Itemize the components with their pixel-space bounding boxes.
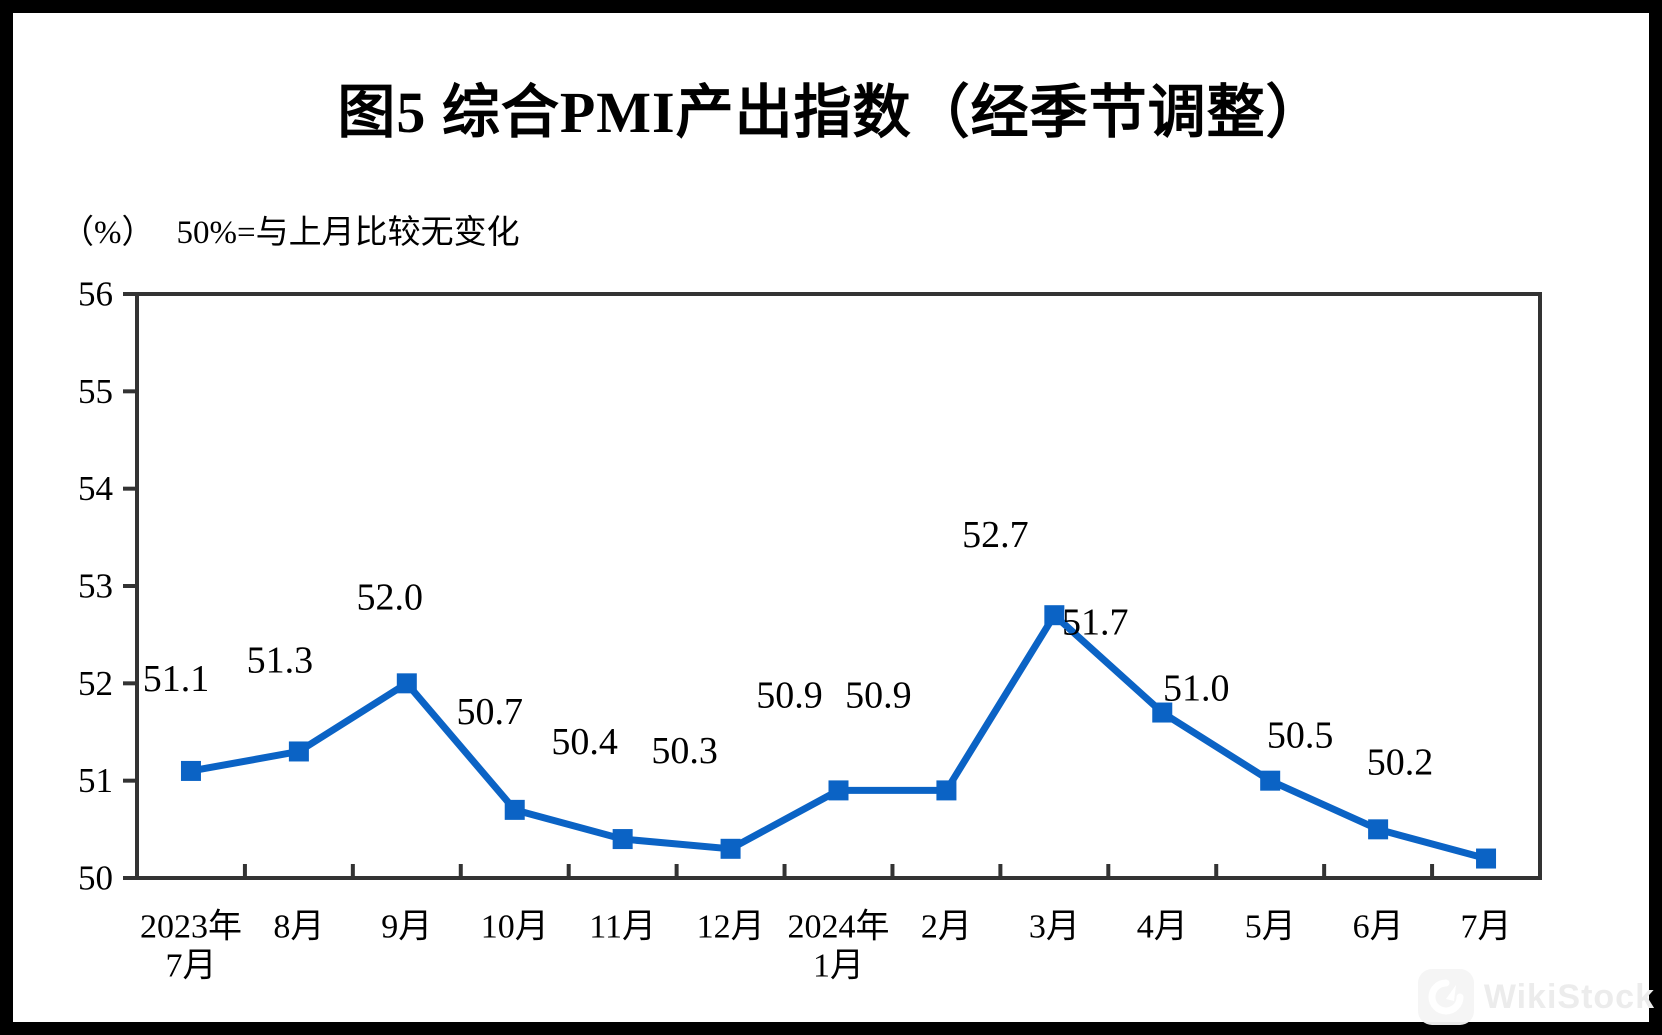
- x-axis-label: 3月: [1029, 909, 1080, 946]
- y-axis-label: 55: [78, 372, 113, 411]
- data-label: 51.1: [143, 658, 210, 700]
- data-point: [1476, 848, 1497, 869]
- wikistock-logo-icon: [1417, 969, 1474, 1025]
- data-label: 52.7: [962, 514, 1029, 556]
- data-label: 50.2: [1367, 742, 1434, 784]
- x-axis-label: 12月: [697, 909, 765, 946]
- data-point: [828, 780, 849, 801]
- x-axis-label: 2023年: [140, 908, 242, 946]
- data-point: [720, 838, 741, 859]
- axis-unit-note: （%） 50%=与上月比较无变化: [61, 205, 520, 253]
- data-point: [612, 829, 633, 850]
- y-axis-label: 54: [78, 469, 113, 508]
- y-axis-label: 53: [78, 567, 113, 606]
- data-point: [396, 673, 417, 694]
- data-point: [1152, 702, 1173, 723]
- x-axis-label-line2: 1月: [813, 948, 864, 985]
- data-label: 50.9: [845, 674, 912, 716]
- y-axis-label: 51: [78, 761, 113, 800]
- watermark: WikiStock: [1417, 969, 1655, 1025]
- data-point: [180, 760, 201, 781]
- data-label: 52.0: [357, 576, 424, 618]
- data-label: 50.5: [1267, 714, 1334, 756]
- x-axis-label: 10月: [481, 909, 549, 946]
- y-axis-label: 52: [78, 664, 113, 703]
- data-point: [936, 780, 957, 801]
- data-label: 51.7: [1062, 602, 1129, 644]
- data-label: 51.0: [1163, 668, 1230, 710]
- data-point: [1044, 605, 1065, 626]
- x-axis-label: 11月: [589, 909, 656, 946]
- unit-label: （%）: [61, 215, 155, 251]
- x-axis-label: 4月: [1137, 909, 1188, 946]
- x-axis-label: 5月: [1245, 909, 1296, 946]
- x-axis-label: 2月: [921, 909, 972, 946]
- chart-page: 图5 综合PMI产出指数（经季节调整） （%） 50%=与上月比较无变化 50 51…: [13, 13, 1649, 1022]
- data-label: 50.9: [756, 674, 823, 716]
- x-axis-label: 7月: [1461, 909, 1512, 946]
- data-label: 50.7: [456, 691, 523, 733]
- data-point: [504, 799, 525, 820]
- x-axis-label: 8月: [273, 909, 324, 946]
- data-point: [288, 741, 309, 762]
- note-label: 50%=与上月比较无变化: [176, 215, 520, 251]
- chart-title: 图5 综合PMI产出指数（经季节调整）: [337, 80, 1325, 145]
- x-axis-label: 6月: [1353, 909, 1404, 946]
- watermark-text: WikiStock: [1483, 977, 1655, 1016]
- data-label: 50.4: [551, 721, 618, 763]
- x-axis-label: 9月: [381, 909, 432, 946]
- data-point: [1368, 819, 1389, 840]
- x-axis-label: 2024年: [788, 908, 890, 946]
- data-label: 51.3: [247, 639, 314, 681]
- y-axis-label: 50: [78, 859, 113, 898]
- data-point: [1260, 770, 1281, 791]
- y-axis-label: 56: [78, 275, 113, 314]
- x-axis-label-line2: 7月: [165, 948, 216, 985]
- data-label: 50.3: [651, 730, 718, 772]
